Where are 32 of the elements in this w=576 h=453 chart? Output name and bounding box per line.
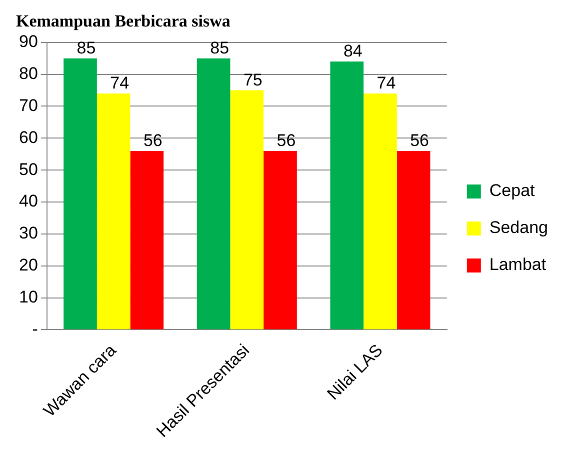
y-tick-label: 90 <box>18 32 38 52</box>
data-label: 75 <box>243 70 262 90</box>
bar <box>330 62 364 330</box>
data-label: 85 <box>210 38 230 58</box>
data-label: 56 <box>276 131 296 150</box>
bar <box>364 93 397 330</box>
legend-label: Cepat <box>489 181 536 200</box>
y-tick-label: 30 <box>18 224 38 243</box>
y-tick-label: 40 <box>18 192 38 211</box>
y-tick-label: - <box>32 319 38 338</box>
data-label: 74 <box>110 74 130 93</box>
legend-label: Sedang <box>489 218 548 238</box>
data-label: 85 <box>76 38 96 58</box>
bar <box>96 93 130 330</box>
bar <box>230 90 264 330</box>
y-tick-label: 20 <box>18 256 38 275</box>
bar <box>196 58 230 330</box>
y-tick-label: 60 <box>18 128 38 147</box>
y-tick-label: 10 <box>18 287 38 306</box>
bar <box>264 150 297 330</box>
data-label: 56 <box>143 131 162 150</box>
bar <box>64 58 97 330</box>
data-label: 56 <box>410 131 430 150</box>
bar <box>396 150 430 330</box>
y-tick-label: 50 <box>18 160 38 179</box>
y-tick-label: 70 <box>18 96 38 115</box>
data-label: 74 <box>376 74 396 93</box>
bar <box>130 150 164 330</box>
chart-title: Kemampuan Berbicara siswa <box>16 12 231 31</box>
data-label: 84 <box>343 42 362 61</box>
legend-label: Lambat <box>489 255 546 274</box>
y-tick-label: 80 <box>18 64 38 84</box>
